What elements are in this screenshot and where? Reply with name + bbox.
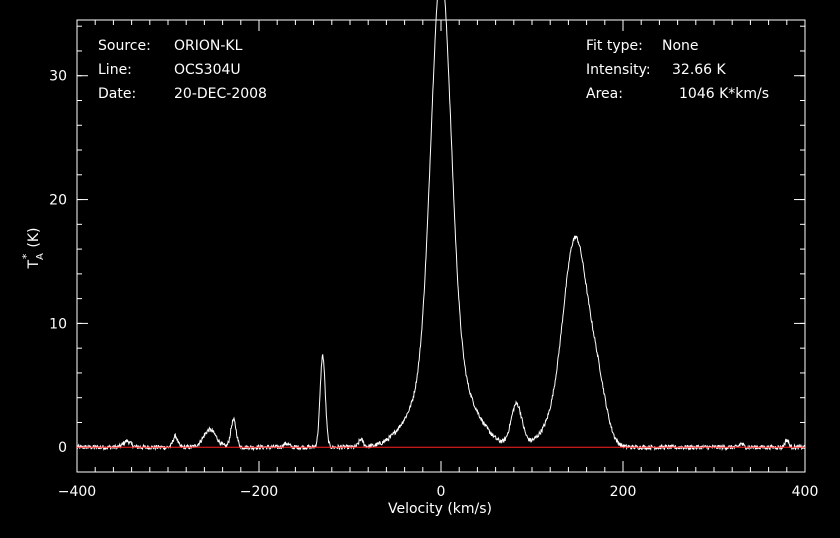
line-value: OCS304U <box>174 62 241 78</box>
line-label: Line: <box>98 62 132 78</box>
y-axis-title: TA* (K) <box>20 227 46 269</box>
date-value: 20-DEC-2008 <box>174 86 267 102</box>
y-tick-label: 30 <box>49 69 67 85</box>
y-tick-label: 10 <box>49 316 67 332</box>
y-axis-title-sub: A <box>35 253 46 260</box>
area-value: 1046 K*km/s <box>679 86 769 102</box>
tick-labels: −400 −200 0 200 400 0 10 20 30 <box>49 69 818 500</box>
y-axis-title-main: T <box>26 260 42 270</box>
x-tick-label: 200 <box>610 484 637 500</box>
x-tick-label: 0 <box>437 484 446 500</box>
area-label: Area: <box>586 86 623 102</box>
fit-type-value: None <box>662 38 699 54</box>
source-value: ORION-KL <box>174 38 243 54</box>
intensity-label: Intensity: <box>586 62 651 78</box>
y-tick-label: 20 <box>49 193 67 209</box>
y-axis-title-sup: * <box>20 253 33 259</box>
date-label: Date: <box>98 86 136 102</box>
x-tick-label: −200 <box>240 484 278 500</box>
axes-layer <box>76 19 806 473</box>
x-tick-label: 400 <box>792 484 819 500</box>
intensity-value: 32.66 K <box>672 62 727 78</box>
svg-text:TA*(K): TA* (K) <box>20 227 46 269</box>
y-axis-title-unit: (K) <box>26 227 42 247</box>
x-tick-label: −400 <box>58 484 96 500</box>
y-tick-label: 0 <box>58 440 67 456</box>
x-axis-title: Velocity (km/s) <box>388 501 492 517</box>
fit-type-label: Fit type: <box>586 38 643 54</box>
source-label: Source: <box>98 38 151 54</box>
spectrum-line <box>76 0 806 452</box>
